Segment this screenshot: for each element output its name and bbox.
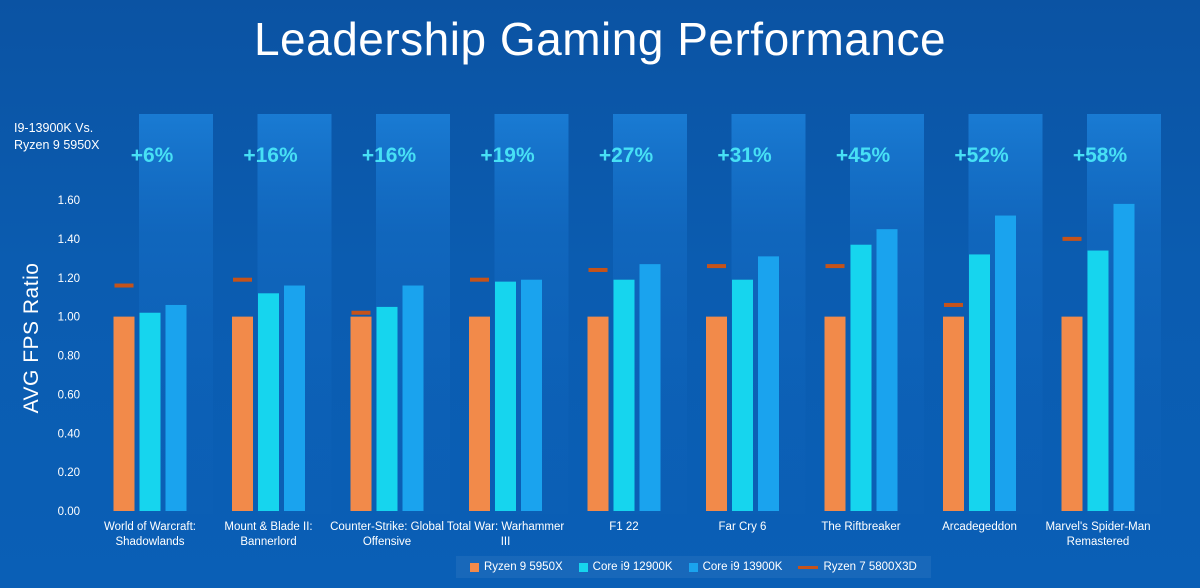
bar-core-i9-12900k bbox=[376, 306, 398, 511]
marker-ryzen7-5800x3d bbox=[944, 302, 963, 307]
bar-core-i9-12900k bbox=[732, 279, 753, 511]
legend-item-ryzen9-5950x: Ryzen 9 5950X bbox=[470, 561, 563, 573]
bar-ryzen-9-5950x bbox=[1061, 316, 1083, 511]
legend-label: Core i9 13900K bbox=[702, 561, 783, 573]
improvement-label: +31% bbox=[717, 144, 772, 167]
x-tick-label: Offensive bbox=[363, 536, 411, 548]
legend-label: Ryzen 7 5800X3D bbox=[823, 561, 917, 573]
marker-ryzen7-5800x3d bbox=[707, 264, 726, 269]
bar-core-i9-12900k bbox=[495, 281, 516, 511]
legend-label: Ryzen 9 5950X bbox=[484, 561, 563, 573]
bar-ryzen-9-5950x bbox=[706, 316, 727, 511]
improvement-label: +6% bbox=[131, 144, 174, 167]
legend-swatch bbox=[688, 562, 698, 572]
x-tick-label: Remastered bbox=[1067, 536, 1130, 548]
x-tick-label: F1 22 bbox=[609, 521, 638, 533]
y-tick-label: 0.80 bbox=[58, 351, 80, 363]
y-tick-label: 1.40 bbox=[58, 234, 80, 246]
legend-swatch bbox=[578, 562, 588, 572]
y-tick-label: 0.60 bbox=[58, 389, 80, 401]
improvement-label: +52% bbox=[954, 144, 1009, 167]
bar-core-i9-13900k bbox=[995, 215, 1016, 512]
x-tick-label: World of Warcraft: bbox=[104, 521, 196, 533]
improvement-label: +45% bbox=[836, 144, 891, 167]
x-tick-label: Shadowlands bbox=[115, 536, 184, 548]
legend-swatch bbox=[470, 562, 479, 572]
x-tick-label: Bannerlord bbox=[240, 536, 296, 548]
x-tick-label: Far Cry 6 bbox=[719, 521, 767, 533]
bar-ryzen-9-5950x bbox=[350, 316, 372, 511]
marker-ryzen7-5800x3d bbox=[470, 277, 489, 282]
legend: Ryzen 9 5950X Core i9 12900K Core i9 139… bbox=[456, 556, 931, 578]
bar-core-i9-13900k bbox=[521, 279, 542, 511]
x-tick-label: Total War: Warhammer bbox=[447, 521, 565, 533]
bar-ryzen-9-5950x bbox=[587, 316, 609, 511]
improvement-label: +58% bbox=[1073, 144, 1128, 167]
bar-core-i9-13900k bbox=[284, 285, 305, 511]
legend-swatch bbox=[798, 565, 819, 569]
bar-core-i9-13900k bbox=[402, 285, 424, 511]
bar-core-i9-13900k bbox=[876, 229, 898, 511]
x-tick-label: Marvel's Spider-Man bbox=[1045, 521, 1150, 533]
legend-label: Core i9 12900K bbox=[592, 561, 673, 573]
bar-core-i9-12900k bbox=[613, 279, 635, 511]
improvement-label: +16% bbox=[362, 144, 417, 167]
legend-item-core-i9-13900k: Core i9 13900K bbox=[688, 561, 783, 573]
bar-core-i9-13900k bbox=[165, 304, 187, 511]
bar-core-i9-12900k bbox=[139, 312, 161, 511]
improvement-label: +19% bbox=[480, 144, 535, 167]
bar-core-i9-12900k bbox=[850, 244, 872, 512]
x-tick-label: III bbox=[501, 536, 511, 548]
y-tick-label: 0.40 bbox=[58, 428, 80, 440]
bar-ryzen-9-5950x bbox=[469, 316, 490, 511]
y-tick-label: 0.20 bbox=[58, 467, 80, 479]
y-tick-label: 1.20 bbox=[58, 273, 80, 285]
y-tick-label: 1.60 bbox=[58, 195, 80, 207]
marker-ryzen7-5800x3d bbox=[351, 310, 371, 315]
marker-ryzen7-5800x3d bbox=[588, 267, 608, 272]
bar-core-i9-12900k bbox=[1087, 250, 1109, 511]
bar-ryzen-9-5950x bbox=[113, 316, 135, 511]
marker-ryzen7-5800x3d bbox=[825, 264, 845, 269]
bar-core-i9-13900k bbox=[639, 264, 661, 511]
improvement-label: +16% bbox=[243, 144, 298, 167]
bar-core-i9-12900k bbox=[969, 254, 990, 512]
bar-core-i9-13900k bbox=[758, 256, 779, 511]
marker-ryzen7-5800x3d bbox=[1062, 236, 1082, 241]
marker-ryzen7-5800x3d bbox=[114, 283, 134, 288]
x-tick-label: The Riftbreaker bbox=[821, 521, 900, 533]
bar-core-i9-12900k bbox=[258, 293, 279, 511]
bar-ryzen-9-5950x bbox=[943, 316, 964, 511]
bar-core-i9-13900k bbox=[1113, 203, 1135, 511]
y-tick-label: 1.00 bbox=[58, 312, 80, 324]
legend-item-core-i9-12900k: Core i9 12900K bbox=[578, 561, 673, 573]
x-tick-label: Mount & Blade II: bbox=[224, 521, 312, 533]
marker-ryzen7-5800x3d bbox=[233, 277, 252, 282]
chart-title: Leadership Gaming Performance bbox=[253, 13, 947, 65]
x-tick-label: Arcadegeddon bbox=[942, 521, 1017, 533]
bar-ryzen-9-5950x bbox=[824, 316, 846, 511]
y-tick-label: 0.00 bbox=[58, 506, 80, 518]
legend-item-ryzen7-5800x3d: Ryzen 7 5800X3D bbox=[798, 561, 917, 573]
bar-ryzen-9-5950x bbox=[232, 316, 253, 511]
improvement-label: +27% bbox=[599, 144, 654, 167]
comparison-note: I9-13900K Vs. Ryzen 9 5950X bbox=[14, 121, 100, 152]
x-tick-label: Counter-Strike: Global bbox=[330, 521, 444, 533]
